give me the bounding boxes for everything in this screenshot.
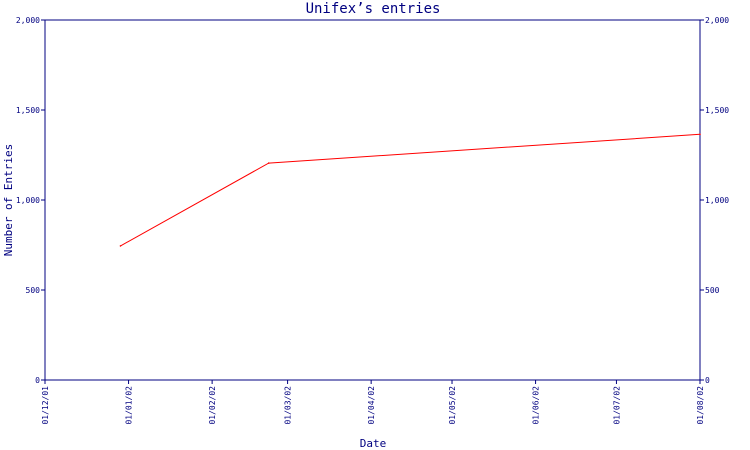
series-layer — [119, 133, 701, 247]
y-tick-label-left: 0 — [35, 376, 40, 385]
y-tick-label-right: 1,000 — [705, 196, 729, 205]
plot-area — [44, 19, 701, 381]
data-point — [699, 133, 701, 136]
y-axis-title: Number of Entries — [2, 144, 15, 257]
x-tick-label: 01/04/02 — [367, 386, 376, 425]
y-tick-label-left: 1,000 — [16, 196, 40, 205]
x-tick-label: 01/03/02 — [284, 386, 293, 425]
x-tick-label: 01/12/01 — [41, 386, 50, 425]
y-tick-label-right: 1,500 — [705, 106, 729, 115]
y-tick-label-right: 2,000 — [705, 16, 729, 25]
x-tick-label: 01/06/02 — [532, 386, 541, 425]
x-axis: 01/12/01 01/01/02 01/02/02 01/03/02 01/04/02… — [41, 380, 705, 425]
x-tick-label: 01/01/02 — [125, 386, 134, 425]
left-y-axis: 0 500 1,000 1,500 2,000 — [16, 16, 45, 385]
x-tick-label: 01/07/02 — [612, 386, 621, 425]
x-tick-label: 01/05/02 — [448, 386, 457, 425]
right-y-axis: 0 500 1,000 1,500 2,000 — [700, 16, 729, 385]
data-point — [267, 162, 270, 164]
data-point — [119, 245, 122, 247]
y-tick-label-left: 500 — [26, 286, 41, 295]
y-tick-label-left: 1,500 — [16, 106, 40, 115]
x-tick-label: 01/02/02 — [208, 386, 217, 425]
x-tick-label: 01/08/02 — [696, 386, 705, 425]
chart-title: Unifex’s entries — [306, 1, 441, 17]
x-axis-title: Date — [360, 437, 387, 450]
y-tick-label-right: 500 — [705, 286, 720, 295]
y-tick-label-left: 2,000 — [16, 16, 40, 25]
y-tick-label-right: 0 — [705, 376, 710, 385]
